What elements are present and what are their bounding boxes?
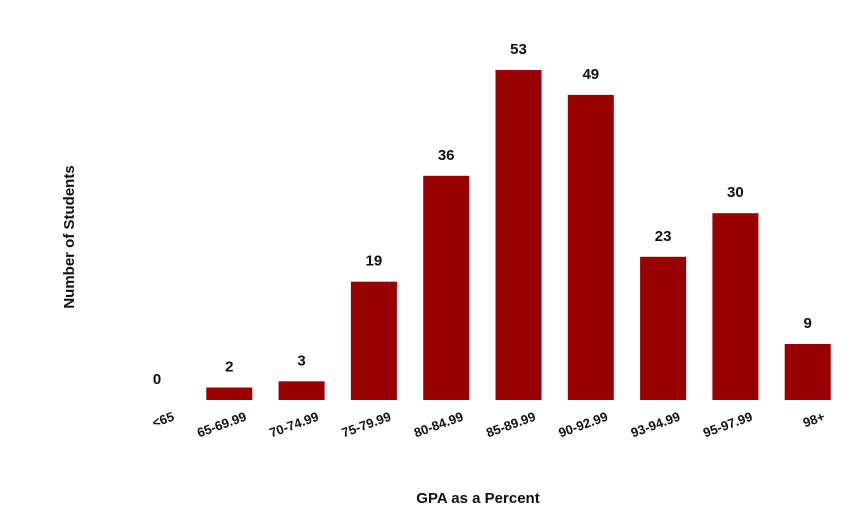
value-label-3: 19: [366, 253, 383, 270]
value-label-4: 36: [438, 147, 455, 164]
x-tick-labels-group: <65 65-69.99 70-74.99 75-79.99 80-84.99 85-89…: [150, 409, 827, 441]
bar-3: [350, 281, 397, 400]
value-label-0: 0: [153, 371, 161, 388]
x-tick-label-9: 98+: [801, 409, 827, 431]
x-tick-label-6: 90-92.99: [556, 409, 609, 441]
value-label-1: 2: [225, 359, 233, 376]
x-tick-label-4: 80-84.99: [412, 409, 465, 441]
bar-4: [423, 175, 470, 400]
y-axis-title: Number of Students: [61, 165, 78, 308]
x-tick-label-1: 65-69.99: [195, 409, 248, 441]
bar-2: [278, 381, 325, 400]
value-label-8: 30: [727, 184, 744, 201]
bar-5: [495, 70, 542, 400]
x-tick-label-0: <65: [150, 409, 176, 431]
x-tick-label-8: 95-97.99: [701, 409, 754, 441]
x-tick-label-3: 75-79.99: [340, 409, 393, 441]
value-label-6: 49: [582, 66, 599, 83]
value-label-9: 9: [804, 315, 812, 332]
x-tick-label-5: 85-89.99: [484, 409, 537, 441]
x-tick-label-2: 70-74.99: [267, 409, 320, 441]
value-label-2: 3: [297, 352, 305, 369]
bar-7: [640, 256, 687, 400]
bar-1: [206, 387, 253, 400]
bars-group: [206, 70, 831, 401]
bar-9: [784, 344, 831, 400]
value-label-5: 53: [510, 41, 527, 58]
x-axis-title: GPA as a Percent: [416, 490, 539, 507]
bar-8: [712, 213, 759, 400]
bar-6: [567, 94, 614, 401]
x-tick-label-7: 93-94.99: [629, 409, 682, 441]
value-label-7: 23: [655, 228, 672, 245]
